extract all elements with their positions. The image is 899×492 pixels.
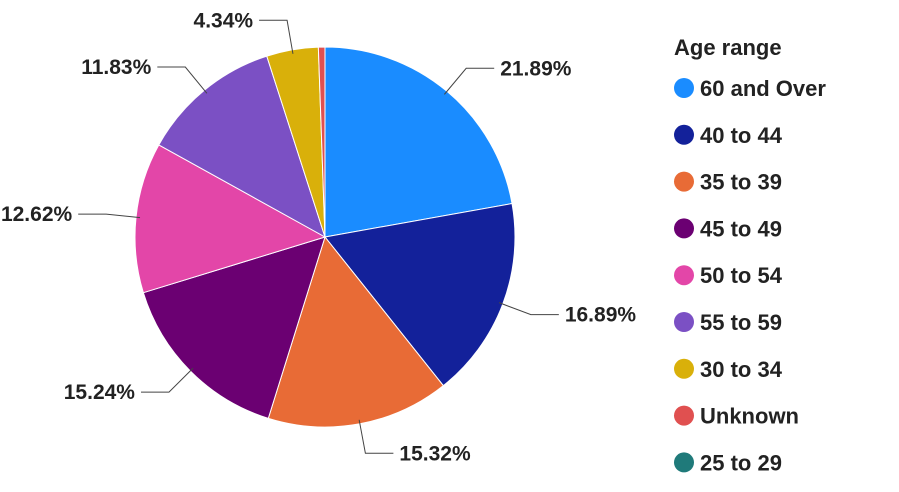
leader-line-30-to-34 [259,19,294,54]
slice-label-50-to-54: 12.62% [1,203,73,226]
legend-swatch-30-to-34 [674,358,694,379]
legend-label-35-to-39: 35 to 39 [700,170,782,195]
legend-swatch-55-to-59 [674,312,694,332]
legend-item-55-to-59[interactable]: 55 to 59 [674,310,782,335]
legend-item-25-to-29[interactable]: 25 to 29 [674,450,782,475]
legend-swatch-45-to-49 [674,218,694,239]
legend-swatch-unknown [674,405,694,426]
legend-item-50-to-54[interactable]: 50 to 54 [674,263,783,288]
slice-label-35-to-39: 15.32% [399,442,471,465]
legend-item-35-to-39[interactable]: 35 to 39 [674,170,782,195]
legend-title: Age range [674,35,782,60]
legend-swatch-40-to-44 [674,124,694,145]
leader-line-55-to-59 [157,66,208,94]
legend-label-30-to-34: 30 to 34 [700,357,783,382]
slice-label-30-to-34: 4.34% [194,9,254,32]
legend-label-45-to-49: 45 to 49 [700,216,782,241]
leader-line-35-to-39 [358,419,394,454]
legend-item-40-to-44[interactable]: 40 to 44 [674,123,783,148]
leader-line-50-to-54 [78,213,141,219]
legend-swatch-35-to-39 [674,171,694,192]
pie-slices [134,46,516,428]
legend-item-60-and-over[interactable]: 60 and Over [674,76,826,101]
leader-line-60-and-over [443,67,495,95]
slice-label-45-to-49: 15.24% [64,381,136,404]
legend-item-30-to-34[interactable]: 30 to 34 [674,357,783,382]
legend-swatch-25-to-29 [674,452,694,473]
legend-swatch-50-to-54 [674,265,694,286]
pie-slice-unknown [317,46,326,238]
legend-label-40-to-44: 40 to 44 [700,123,783,148]
legend-label-50-to-54: 50 to 54 [700,263,783,288]
legend-item-45-to-49[interactable]: 45 to 49 [674,216,782,241]
legend-label-unknown: Unknown [700,404,799,429]
legend-label-55-to-59: 55 to 59 [700,310,782,335]
slice-label-40-to-44: 16.89% [565,304,637,327]
legend-swatch-60-and-over [674,78,694,98]
slice-label-55-to-59: 11.83% [81,56,151,79]
legend-label-60-and-over: 60 and Over [700,76,826,101]
slice-label-60-and-over: 21.89% [500,57,572,80]
legend-item-unknown[interactable]: Unknown [674,404,799,429]
legend-label-25-to-29: 25 to 29 [700,450,782,475]
leader-line-40-to-44 [498,302,559,316]
legend: Age range 60 and Over 40 to 44 35 to 39 45 … [674,35,826,475]
leader-line-45-to-49 [140,367,194,393]
slice-leader-lines [78,19,559,454]
slice-labels: 21.89% 16.89% 15.32% 15.24% 12.62% 11.83% 4.34… [1,9,636,465]
